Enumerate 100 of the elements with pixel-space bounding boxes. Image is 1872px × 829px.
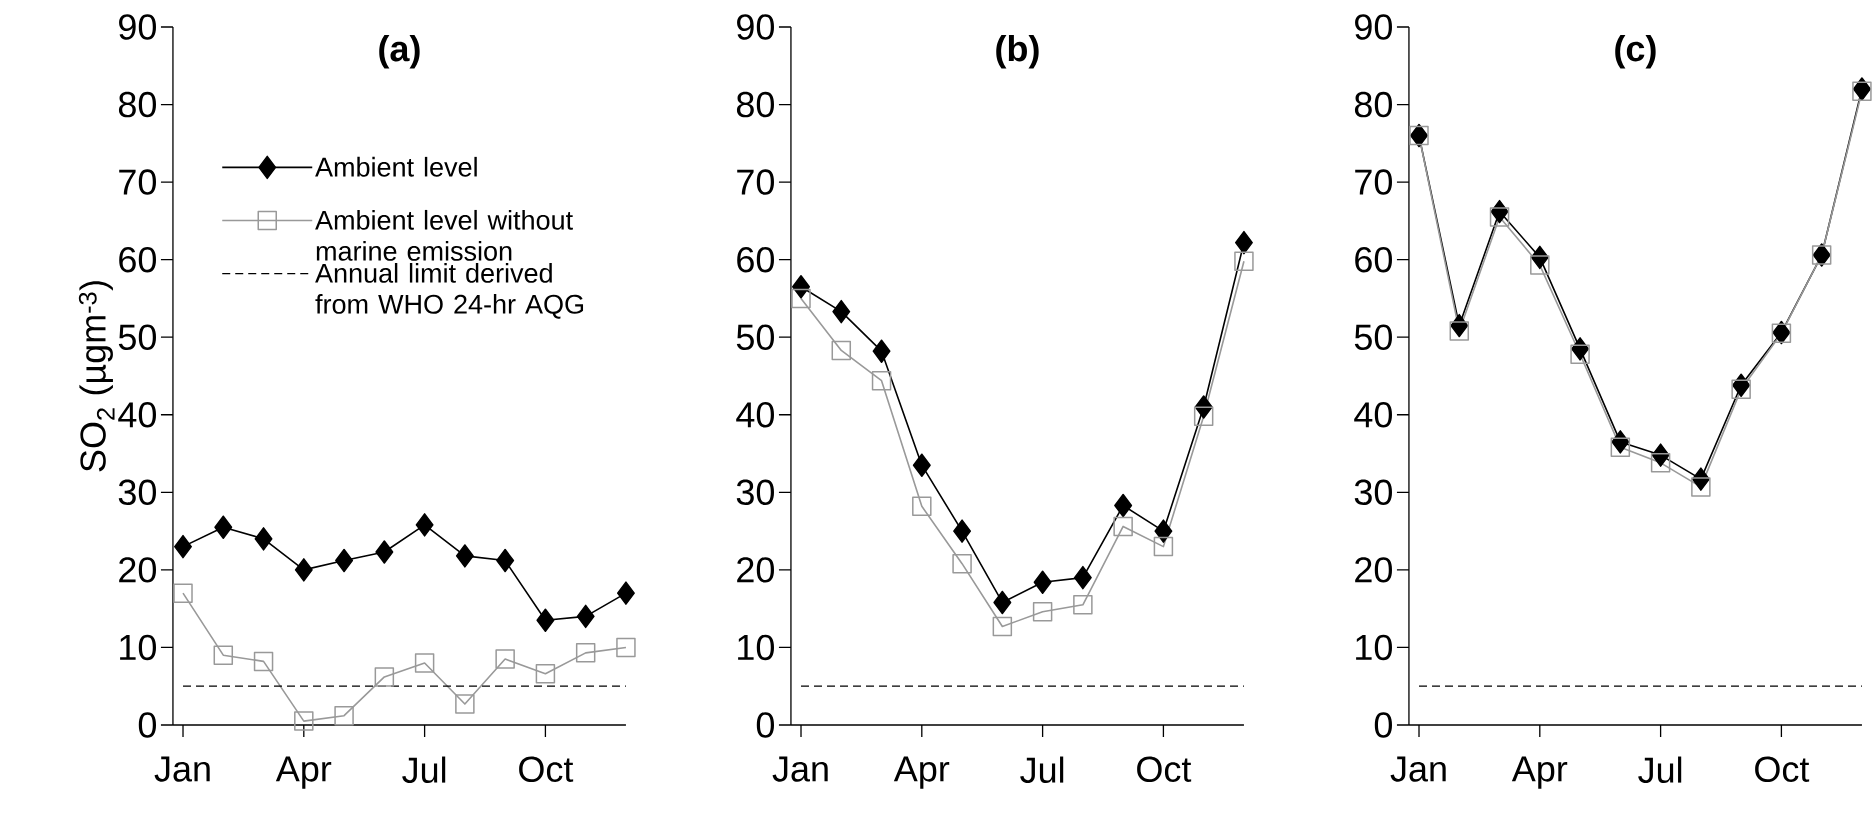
point <box>496 548 515 573</box>
legend-label: Ambient level <box>315 156 477 177</box>
point <box>294 711 314 731</box>
y-tick-label: 10 <box>120 634 156 661</box>
x-tick-label: Oct <box>1755 756 1810 782</box>
x-tick-label: Apr <box>893 756 950 789</box>
point <box>254 527 273 551</box>
x-tick-label: Jan <box>154 756 210 782</box>
point <box>1032 602 1053 622</box>
point <box>1154 519 1173 543</box>
y-tick-label: 0 <box>756 712 775 738</box>
y-tick-label: 70 <box>737 169 774 195</box>
x-tick-label: Jul <box>1638 756 1682 783</box>
point <box>871 370 892 391</box>
point <box>993 590 1012 615</box>
point <box>294 558 313 582</box>
point <box>173 583 193 603</box>
point <box>253 651 274 672</box>
point <box>536 608 555 633</box>
point <box>1073 565 1092 590</box>
point <box>953 519 972 543</box>
point <box>1193 406 1214 427</box>
chart-title: (b) <box>996 35 1039 69</box>
legend-label: Annual limit derived from WHO 24-hr AQG <box>315 263 584 319</box>
y-tick-label: 50 <box>736 324 774 350</box>
point <box>1489 207 1510 227</box>
y-tick-label: 30 <box>736 479 774 506</box>
point <box>992 616 1013 637</box>
point <box>214 515 233 539</box>
point <box>1852 77 1871 101</box>
y-tick-label: 80 <box>118 91 156 118</box>
point <box>1113 516 1133 537</box>
y-tick-label: 90 <box>1355 14 1392 40</box>
point <box>791 288 811 309</box>
point <box>792 275 811 299</box>
y-tick-label: 40 <box>118 402 156 428</box>
point <box>455 694 475 714</box>
y-tick-label: 60 <box>1355 246 1392 273</box>
y-tick-label: 40 <box>1354 402 1392 428</box>
point <box>1611 430 1630 454</box>
point <box>912 496 932 517</box>
point <box>831 340 852 361</box>
x-tick-label: Oct <box>519 756 574 782</box>
point <box>375 540 394 564</box>
point <box>1650 453 1671 473</box>
point <box>1234 251 1254 271</box>
x-tick-label: Jul <box>1020 756 1064 783</box>
point <box>872 339 891 363</box>
point <box>1194 395 1213 419</box>
point <box>455 544 474 568</box>
point <box>1610 437 1631 458</box>
x-tick-label: Apr <box>275 756 332 789</box>
y-tick-label: 10 <box>1356 634 1392 661</box>
point <box>912 453 931 477</box>
point <box>1153 536 1174 557</box>
y-tick-label: 90 <box>119 14 156 40</box>
y-tick-label: 70 <box>119 169 156 195</box>
y-axis-title: SO$_{2}$ (µgm$^{-3}$) <box>78 281 115 472</box>
point <box>1570 344 1590 365</box>
point <box>1073 595 1093 615</box>
point <box>1449 321 1470 341</box>
point <box>575 643 596 663</box>
y-tick-label: 20 <box>1355 557 1392 583</box>
y-tick-label: 60 <box>737 246 774 273</box>
point <box>495 649 515 669</box>
y-tick-label: 80 <box>1354 91 1392 118</box>
y-tick-label: 50 <box>118 324 156 350</box>
point <box>1691 477 1711 497</box>
point <box>213 645 234 665</box>
y-tick-label: 20 <box>119 557 156 583</box>
point <box>1852 81 1872 102</box>
point <box>535 664 556 684</box>
point <box>616 637 636 658</box>
y-tick-label: 90 <box>737 14 774 40</box>
y-tick-label: 60 <box>119 246 156 273</box>
point <box>335 548 354 573</box>
point <box>414 653 435 673</box>
point <box>1234 230 1253 255</box>
y-tick-label: 0 <box>1374 712 1392 738</box>
y-tick-label: 40 <box>736 402 774 428</box>
point <box>1530 255 1550 275</box>
y-tick-label: 30 <box>118 479 156 506</box>
x-tick-label: Oct <box>1137 756 1192 782</box>
chart-title: (a) <box>379 35 420 69</box>
x-tick-label: Jul <box>402 756 446 783</box>
point <box>616 581 635 605</box>
legend-label: Ambient level without marine emission <box>315 209 573 261</box>
point <box>334 705 354 726</box>
point <box>415 513 434 537</box>
point <box>1731 379 1751 399</box>
point <box>576 604 595 629</box>
x-tick-label: Jan <box>772 756 828 782</box>
y-tick-label: 10 <box>738 634 774 661</box>
point <box>374 667 395 687</box>
point <box>174 534 193 559</box>
point <box>952 553 972 574</box>
y-tick-label: 30 <box>1354 479 1392 506</box>
x-tick-label: Jan <box>1390 756 1446 782</box>
y-tick-label: 80 <box>736 91 774 118</box>
y-tick-label: 70 <box>1355 169 1392 195</box>
